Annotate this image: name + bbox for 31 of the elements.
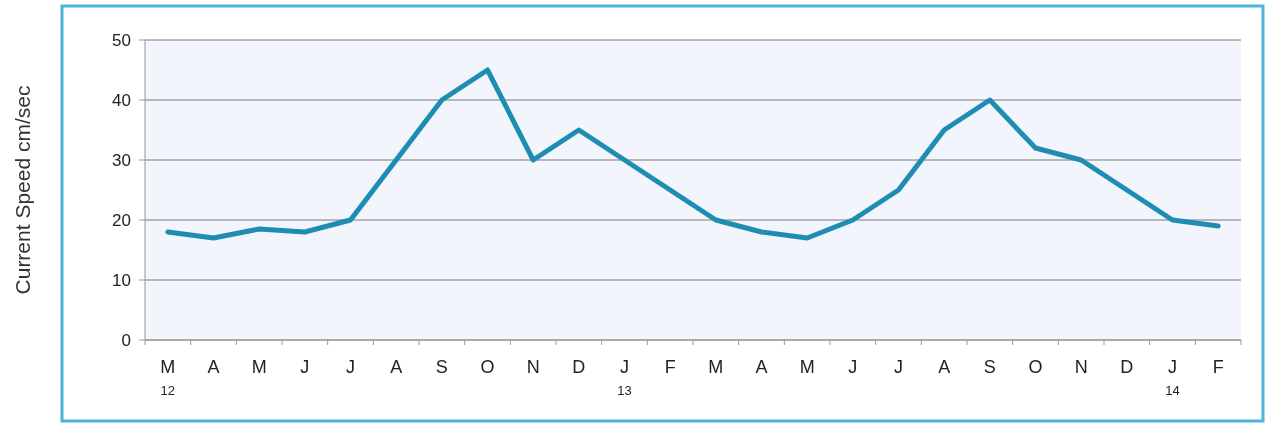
x-tick-label: S (435, 357, 448, 377)
x-tick-label: A (207, 357, 220, 377)
x-tick-label: J 13 (617, 357, 632, 398)
x-tick-label: N (526, 357, 540, 377)
x-tick-label: M (708, 357, 724, 377)
y-axis-title: Current Speed cm/sec (11, 85, 34, 295)
x-tick-label: J (346, 357, 355, 377)
y-tick-label: 50 (112, 30, 131, 50)
x-tick-label: J (848, 357, 858, 377)
x-tick-label: J 14 (1165, 357, 1180, 398)
y-tick-label: 30 (112, 150, 131, 170)
x-tick-label: O (480, 357, 495, 377)
x-tick-label: M 12 (160, 357, 176, 398)
x-tick-label: F (664, 357, 676, 377)
y-tick-label: 20 (112, 210, 131, 230)
x-tick-label: J (300, 357, 310, 377)
x-tick-label: A (755, 357, 768, 377)
x-tick-label: D (1120, 357, 1134, 377)
x-tick-label: A (938, 357, 951, 377)
y-tick-label: 0 (121, 330, 131, 350)
y-tick-label: 10 (112, 270, 131, 290)
x-tick-label: M (251, 357, 267, 377)
x-tick-label: F (1212, 357, 1224, 377)
x-tick-label: D (572, 357, 586, 377)
y-tick-label: 40 (112, 90, 131, 110)
x-tick-label: J (894, 357, 903, 377)
x-tick-label: S (983, 357, 996, 377)
x-tick-label: M (799, 357, 815, 377)
x-tick-label: O (1028, 357, 1043, 377)
x-tick-label: A (390, 357, 403, 377)
x-tick-label: N (1074, 357, 1088, 377)
